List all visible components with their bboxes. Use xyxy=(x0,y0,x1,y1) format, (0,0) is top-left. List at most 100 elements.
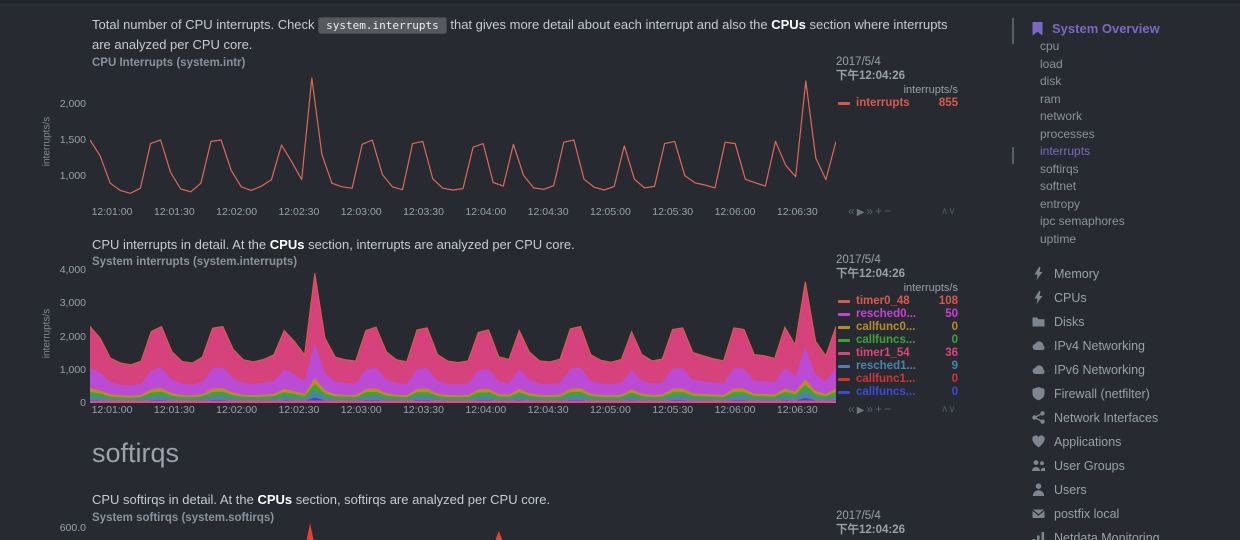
chart2-ytick-3000: 3,000 xyxy=(59,297,86,309)
xtick-120130: 12:01:30 xyxy=(153,206,195,218)
chart2-date-line: 2017/5/4 xyxy=(836,254,881,266)
zoom-in-icon[interactable]: + xyxy=(875,402,885,416)
sidebar-item-ipc-semaphores[interactable]: ipc semaphores xyxy=(1040,214,1125,228)
chart2-legend-item-resched1[interactable]: resched1... 9 xyxy=(836,360,958,373)
sidebar-section-system-overview[interactable]: System Overview xyxy=(1032,21,1160,36)
chart1-xaxis: 12:01:00 12:01:30 12:02:00 12:02:30 12:03:00… xyxy=(90,206,836,220)
chart3-time-line: 下午12:04:26 xyxy=(836,524,906,536)
desc3-pre: CPU softirqs in detail. At the xyxy=(92,492,258,507)
total-line xyxy=(90,273,836,366)
chart2-date: 2017/5/4 下午12:04:26 xyxy=(836,253,958,281)
skip-forward-icon[interactable]: » xyxy=(866,402,876,416)
sidebar-item-load[interactable]: load xyxy=(1040,56,1063,71)
chart1-legend[interactable]: interrupts 855 xyxy=(836,97,958,110)
baseline xyxy=(90,400,836,403)
chart3-date: 2017/5/4 下午12:04:26 xyxy=(836,509,958,537)
xtick-120130: 12:01:30 xyxy=(153,404,195,416)
sidebar-item-entropy[interactable]: entropy xyxy=(1040,196,1081,211)
chart2-legend-item-callfuncs[interactable]: callfuncs... 0 xyxy=(836,386,958,399)
sidebar-item-network[interactable]: network xyxy=(1040,109,1083,123)
chart2-resize-icon[interactable]: ∧∨ xyxy=(941,404,956,415)
sidebar-item-interrupts[interactable]: interrupts xyxy=(1040,144,1091,158)
legend-name: resched1... xyxy=(856,360,917,372)
zoom-out-icon[interactable]: − xyxy=(884,204,894,218)
chart2-title: System interrupts (system.interrupts) xyxy=(92,256,298,268)
legend-name: timer0_48 xyxy=(856,295,910,307)
softirq-spike-1 xyxy=(495,531,503,540)
sidebar-section-netdata-monitoring[interactable]: Netdata Monitoring xyxy=(1032,526,1160,540)
sidebar-section-network-interfaces[interactable]: Network Interfaces xyxy=(1032,406,1160,430)
chart2-legend-item-callfuncs[interactable]: callfuncs... 0 xyxy=(836,334,958,347)
skip-back-icon[interactable]: « xyxy=(848,402,857,416)
sidebar-section-memory[interactable]: Memory xyxy=(1032,262,1160,286)
chart1-legend-label[interactable]: interrupts xyxy=(856,97,910,109)
cloud-icon xyxy=(1032,341,1045,350)
chart2-legend-item-callfunc1[interactable]: callfunc1... 0 xyxy=(836,373,958,386)
legend-name: timer1_54 xyxy=(856,347,910,359)
chart3-plot[interactable] xyxy=(90,520,836,540)
softirqs-heading: softirqs xyxy=(92,438,180,468)
xtick-120500: 12:05:00 xyxy=(589,404,631,416)
legend-swatch xyxy=(838,102,850,105)
xtick-120530: 12:05:30 xyxy=(652,206,694,218)
sidebar-section-label: postfix local xyxy=(1054,507,1120,521)
xtick-120630: 12:06:30 xyxy=(776,404,818,416)
chart2-xaxis: 12:01:00 12:01:30 12:02:00 12:02:30 12:03:00… xyxy=(90,404,836,418)
sidebar-section-postfix-local[interactable]: postfix local xyxy=(1032,502,1160,526)
sidebar-section-applications[interactable]: Applications xyxy=(1032,430,1160,454)
xtick-120230: 12:02:30 xyxy=(278,404,320,416)
sidebar-item-softnet[interactable]: softnet xyxy=(1040,179,1077,193)
sidebar-section-ipv6-networking[interactable]: IPv6 Networking xyxy=(1032,358,1160,382)
chart2-yaxis-title: interrupts/s xyxy=(41,308,53,359)
chart1-time-line: 下午12:04:26 xyxy=(836,70,906,82)
chart1-resize-icon[interactable]: ∧∨ xyxy=(941,206,956,217)
sidebar-section-disks[interactable]: Disks xyxy=(1032,310,1160,334)
sidebar-section-label: Firewall (netfilter) xyxy=(1054,387,1150,401)
sidebar-item-processes[interactable]: processes xyxy=(1040,126,1095,141)
sidebar-section-ipv4-networking[interactable]: IPv4 Networking xyxy=(1032,334,1160,358)
chart2-legend-item-timer0_48[interactable]: timer0_48 108 xyxy=(836,295,958,308)
top-strip xyxy=(0,0,1240,3)
chart1-plot[interactable] xyxy=(90,76,836,206)
xtick-120100: 12:01:00 xyxy=(91,206,133,218)
xtick-120430: 12:04:30 xyxy=(527,404,569,416)
sidebar-item-softirqs[interactable]: softirqs xyxy=(1040,161,1079,176)
share-icon xyxy=(1032,411,1045,424)
skip-forward-icon[interactable]: » xyxy=(866,204,876,218)
chart1-title: CPU Interrupts (system.intr) xyxy=(92,57,246,69)
zoom-out-icon[interactable]: − xyxy=(884,402,894,416)
sidebar-section-cpus[interactable]: CPUs xyxy=(1032,286,1160,310)
chart2-legend-item-resched0[interactable]: resched0... 50 xyxy=(836,308,958,321)
xtick-120600: 12:06:00 xyxy=(714,404,756,416)
sidebar-section-firewall-netfilter-[interactable]: Firewall (netfilter) xyxy=(1032,382,1160,406)
xtick-120330: 12:03:30 xyxy=(403,404,444,416)
xtick-120500: 12:05:00 xyxy=(589,206,631,218)
legend-swatch xyxy=(838,378,850,381)
sidebar-section-label: Netdata Monitoring xyxy=(1054,531,1160,540)
zoom-in-icon[interactable]: + xyxy=(875,204,885,218)
chart2-legend-item-timer1_54[interactable]: timer1_54 36 xyxy=(836,347,958,360)
xtick-120430: 12:04:30 xyxy=(527,206,569,218)
sidebar-item-ram[interactable]: ram xyxy=(1040,91,1061,106)
chart2-legend-item-callfunc0[interactable]: callfunc0... 0 xyxy=(836,321,958,334)
chart2-units: interrupts/s xyxy=(903,282,958,294)
chart1-toolbar[interactable]: «▶»+− xyxy=(848,204,893,218)
play-icon[interactable]: ▶ xyxy=(856,207,867,218)
sidebar-item-cpu[interactable]: cpu xyxy=(1040,39,1060,53)
legend-value: 0 xyxy=(951,386,958,398)
chart2-plot[interactable] xyxy=(90,265,836,403)
sidebar-section-user-groups[interactable]: User Groups xyxy=(1032,454,1160,478)
play-icon[interactable]: ▶ xyxy=(856,405,867,416)
sidebar-section-label: Disks xyxy=(1054,315,1085,329)
chart2-toolbar[interactable]: «▶»+− xyxy=(848,402,893,416)
legend-swatch xyxy=(838,300,850,303)
xtick-120230: 12:02:30 xyxy=(278,206,320,218)
sidebar-section-users[interactable]: Users xyxy=(1032,478,1160,502)
xtick-120400: 12:04:00 xyxy=(465,206,507,218)
sidebar-item-disk[interactable]: disk xyxy=(1040,74,1062,88)
chart2-legend[interactable]: timer0_48 108 resched0... 50 callfunc0... 0 ca… xyxy=(836,295,958,401)
legend-value: 9 xyxy=(951,360,958,372)
skip-back-icon[interactable]: « xyxy=(848,204,857,218)
sidebar-section-label: User Groups xyxy=(1054,459,1125,473)
sidebar-item-uptime[interactable]: uptime xyxy=(1040,231,1077,246)
